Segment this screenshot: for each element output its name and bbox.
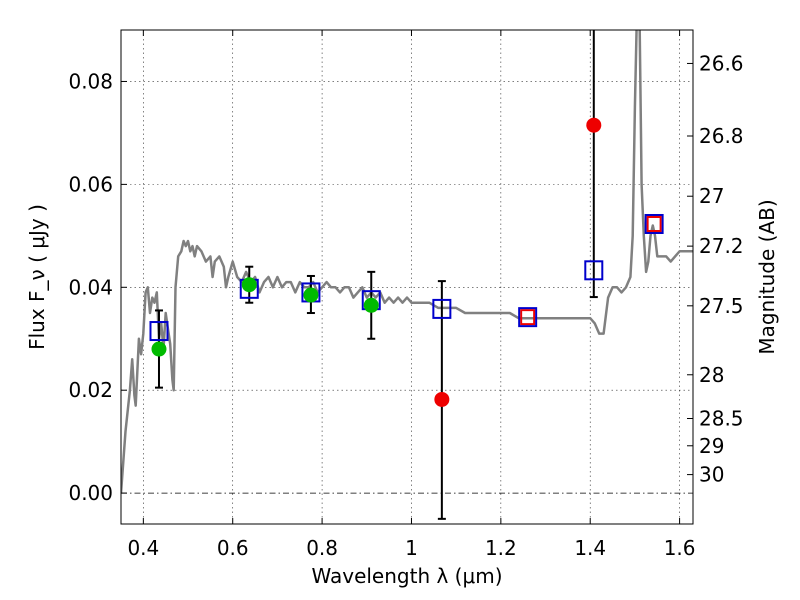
y-axis-right: 26.6 26.8 27 27.2 27.5 28 28.5 29 30 [687,51,744,487]
right-tick-label: 26.8 [699,124,744,148]
y-axis-right-title: Magnitude (AB) [755,199,779,354]
y-tick-label: 0.04 [68,275,113,299]
right-tick-label: 29 [699,434,724,458]
model-photometry-square [149,321,169,342]
x-tick-label: 0.4 [127,536,159,560]
model-photometry-square [432,298,452,319]
x-tick-label: 1.6 [664,536,696,560]
upper-limit-square [646,215,662,232]
right-tick-label: 28.5 [699,407,744,431]
right-tick-label: 30 [699,463,724,487]
y-tick-label: 0.02 [68,378,113,402]
x-axis-title: Wavelength λ (μm) [311,564,502,588]
model-spectrum-line [121,30,693,494]
data-markers [149,117,664,407]
model-photometry-square [584,260,604,281]
low-significance-point [586,117,602,133]
right-tick-label: 26.6 [699,51,744,75]
grid-lines [121,30,693,524]
model-photometry-square [518,307,538,328]
x-tick-label: 1.4 [574,536,606,560]
x-tick-label: 0.6 [217,536,249,560]
right-tick-label: 27.2 [699,234,744,258]
detection-point [151,341,167,357]
y-axis-left: 0.00 0.02 0.04 0.06 0.08 [68,69,127,505]
model-spectrum [121,30,693,494]
x-tick-label: 0.8 [306,536,338,560]
y-tick-label: 0.08 [68,69,113,93]
detection-point [363,297,379,313]
x-tick-label: 1.2 [485,536,517,560]
plot-frame [120,29,694,525]
y-axis-title: Flux F_ν ( μJy ) [25,204,49,350]
y-tick-label: 0.00 [68,481,113,505]
detection-point [241,277,257,293]
plot-background [121,30,693,524]
x-tick-label: 1 [405,536,418,560]
upper-limit-square [520,309,536,326]
right-tick-label: 28 [699,363,724,387]
low-significance-point [434,391,450,407]
x-axis: 0.4 0.6 0.8 1 1.2 1.4 1.6 [127,30,696,560]
model-photometry-square [644,213,664,234]
right-tick-label: 27.5 [699,294,744,318]
y-tick-label: 0.06 [68,172,113,196]
detection-point [303,287,319,303]
right-tick-label: 27 [699,184,724,208]
